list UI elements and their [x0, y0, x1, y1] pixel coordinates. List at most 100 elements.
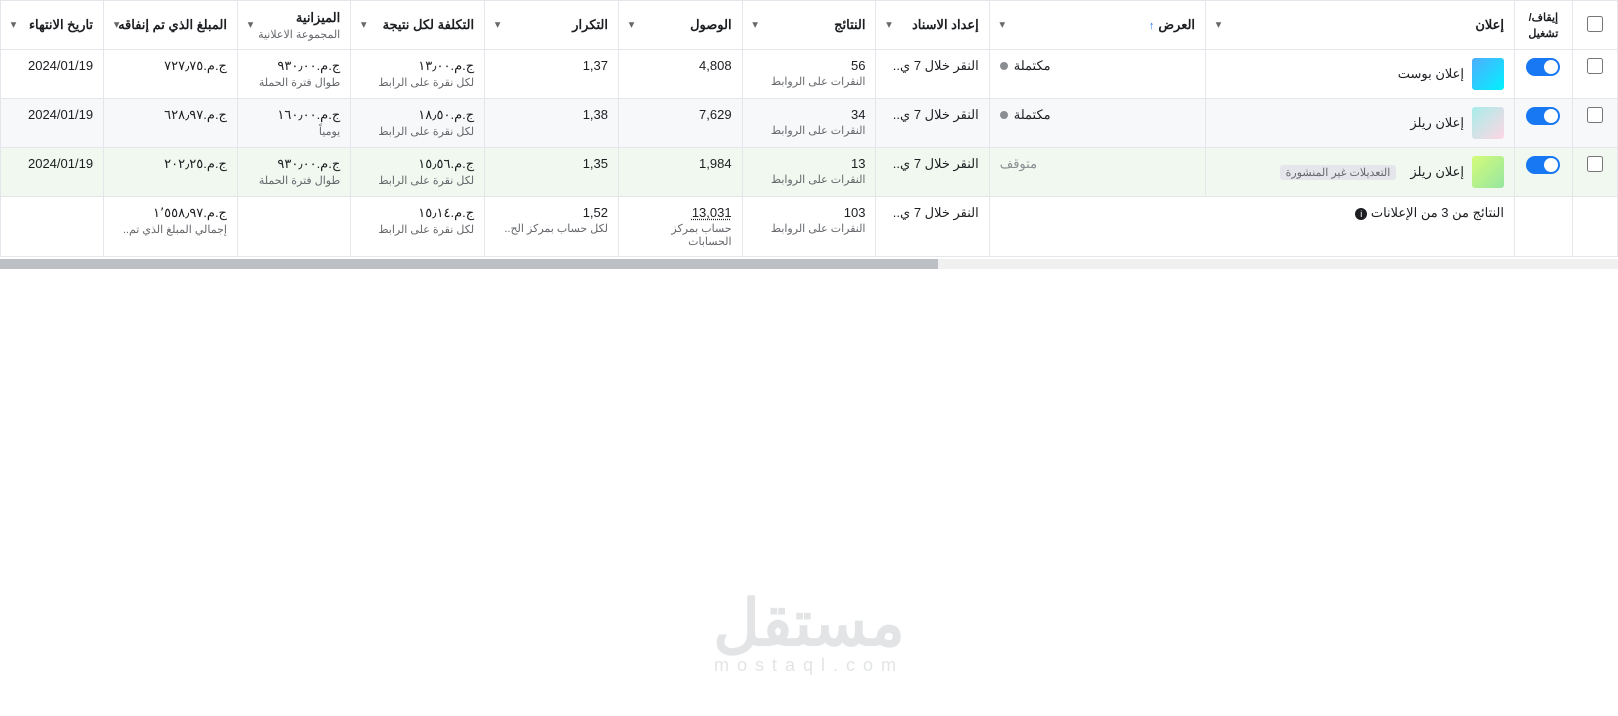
col-reach[interactable]: الوصول▾	[619, 1, 743, 50]
ad-thumbnail	[1472, 58, 1504, 90]
watermark-sub: mostaql.com	[713, 655, 905, 676]
col-delivery[interactable]: العرض↑ ▾	[989, 1, 1205, 50]
summary-spent-sub: إجمالي المبلغ الذي تم..	[114, 223, 227, 236]
cost-sub: لكل نقرة على الرابط	[361, 174, 474, 187]
summary-reach-sub: حساب بمركز الحسابات	[629, 222, 732, 248]
col-delivery-label: العرض	[1158, 17, 1195, 32]
spent-value: ج.م.‏٢٠٢٫٢٥	[164, 156, 227, 171]
summary-results-sub: النقرات على الروابط	[753, 222, 866, 235]
table-row[interactable]: إعلان ريلز التعديلات غير المنشورة متوقف ا…	[1, 148, 1618, 197]
budget-value: ج.م.‏٩٣٠٫٠٠	[277, 156, 340, 171]
col-ad[interactable]: إعلان▾	[1206, 1, 1515, 50]
frequency-value: 1,37	[583, 58, 608, 73]
spent-value: ج.م.‏٦٢٨٫٩٧	[164, 107, 227, 122]
scrollbar-thumb[interactable]	[0, 259, 938, 269]
delivery-status: مكتملة	[1014, 58, 1051, 74]
ads-table: إيقاف/ تشغيل إعلان▾ العرض↑▾ إعداد الاسنا…	[0, 0, 1618, 257]
col-toggle-label: إيقاف/ تشغيل	[1528, 12, 1558, 40]
end-date-value: 2024/01/19	[28, 58, 93, 73]
summary-cost: ج.م.‏١٥٫١٤	[418, 205, 474, 220]
results-value: 34	[851, 107, 865, 122]
toggle-switch[interactable]	[1526, 107, 1560, 125]
reach-value: 4,808	[699, 58, 732, 73]
unpublished-badge: التعديلات غير المنشورة	[1280, 165, 1397, 180]
col-toggle[interactable]: إيقاف/ تشغيل	[1515, 1, 1573, 50]
summary-row: النتائج من 3 من الإعلانات i النقر خلال 7…	[1, 197, 1618, 257]
watermark-main: مستقل	[713, 586, 905, 661]
sort-arrow-icon: ↑	[1149, 20, 1155, 32]
results-sub: النقرات على الروابط	[753, 124, 866, 137]
summary-attribution: النقر خلال 7 ي..	[893, 205, 979, 220]
col-results-label: النتائج	[834, 17, 865, 32]
col-spent[interactable]: المبلغ الذي تم إنفاقه▾	[104, 1, 238, 50]
chevron-down-icon: ▾	[495, 20, 500, 31]
budget-sub: طوال فترة الحملة	[248, 76, 340, 89]
status-dot-icon	[1000, 111, 1008, 119]
col-ad-label: إعلان	[1475, 17, 1504, 32]
summary-cost-sub: لكل نقرة على الرابط	[361, 223, 474, 236]
ad-thumbnail	[1472, 107, 1504, 139]
cost-sub: لكل نقرة على الرابط	[361, 125, 474, 138]
ad-thumbnail	[1472, 156, 1504, 188]
col-results[interactable]: النتائج ▾	[742, 1, 876, 50]
chevron-down-icon: ▾	[11, 20, 16, 31]
watermark: مستقل mostaql.com	[713, 586, 905, 676]
summary-spent: ج.م.‏١٬٥٥٨٫٩٧	[153, 205, 227, 220]
frequency-value: 1,38	[583, 107, 608, 122]
results-value: 13	[851, 156, 865, 171]
col-budget[interactable]: الميزانية المجموعة الاعلانية▾	[237, 1, 350, 50]
budget-value: ج.م.‏١٦٠٫٠٠	[277, 107, 340, 122]
budget-sub: طوال فترة الحملة	[248, 174, 340, 187]
attribution-value: النقر خلال 7 ي..	[893, 156, 979, 171]
info-icon[interactable]: i	[1355, 208, 1367, 220]
summary-reach: 13,031	[692, 205, 732, 220]
delivery-status: متوقف	[1000, 156, 1037, 172]
delivery-status: مكتملة	[1014, 107, 1051, 123]
ad-name[interactable]: إعلان بوست	[1398, 66, 1464, 82]
row-checkbox[interactable]	[1587, 58, 1603, 74]
col-end-date-label: تاريخ الانتهاء	[29, 17, 93, 32]
chevron-down-icon: ▾	[1000, 20, 1005, 31]
horizontal-scrollbar[interactable]	[0, 259, 1618, 269]
select-all-checkbox[interactable]	[1587, 16, 1603, 32]
chevron-down-icon: ▾	[114, 20, 119, 31]
reach-value: 1,984	[699, 156, 732, 171]
col-budget-label: الميزانية	[296, 10, 340, 25]
chevron-down-icon: ▾	[361, 20, 366, 31]
col-select[interactable]	[1572, 1, 1617, 50]
end-date-value: 2024/01/19	[28, 156, 93, 171]
results-sub: النقرات على الروابط	[753, 173, 866, 186]
cost-value: ج.م.‏١٨٫٥٠	[418, 107, 474, 122]
summary-results: 103	[844, 205, 866, 220]
chevron-down-icon: ▾	[886, 20, 891, 31]
toggle-switch[interactable]	[1526, 156, 1560, 174]
toggle-switch[interactable]	[1526, 58, 1560, 76]
col-cost[interactable]: التكلفة لكل نتيجة ▾	[351, 1, 485, 50]
col-end-date[interactable]: تاريخ الانتهاء ▾	[1, 1, 104, 50]
col-budget-sub: المجموعة الاعلانية	[248, 28, 340, 41]
cost-value: ج.م.‏١٥٫٥٦	[418, 156, 474, 171]
ad-name[interactable]: إعلان ريلز	[1410, 164, 1464, 180]
summary-label: النتائج من 3 من الإعلانات	[1371, 205, 1504, 220]
status-dot-icon	[1000, 62, 1008, 70]
col-attribution[interactable]: إعداد الاسناد▾	[876, 1, 989, 50]
table-row[interactable]: إعلان ريلز مكتملة النقر خلال 7 ي.. 34الن…	[1, 99, 1618, 148]
ad-name[interactable]: إعلان ريلز	[1410, 115, 1464, 131]
row-checkbox[interactable]	[1587, 156, 1603, 172]
chevron-down-icon: ▾	[753, 20, 758, 31]
col-frequency-label: التكرار	[572, 17, 608, 32]
row-checkbox[interactable]	[1587, 107, 1603, 123]
col-frequency[interactable]: التكرار ▾	[485, 1, 619, 50]
ads-table-container: إيقاف/ تشغيل إعلان▾ العرض↑▾ إعداد الاسنا…	[0, 0, 1618, 269]
end-date-value: 2024/01/19	[28, 107, 93, 122]
cost-value: ج.م.‏١٣٫٠٠	[418, 58, 474, 73]
table-row[interactable]: إعلان بوست مكتملة النقر خلال 7 ي.. 56الن…	[1, 50, 1618, 99]
budget-sub: يومياً	[248, 125, 340, 138]
summary-frequency: 1,52	[583, 205, 608, 220]
chevron-down-icon: ▾	[248, 20, 253, 31]
spent-value: ج.م.‏٧٢٧٫٧٥	[164, 58, 227, 73]
col-spent-label: المبلغ الذي تم إنفاقه	[118, 17, 227, 32]
col-cost-label: التكلفة لكل نتيجة	[383, 17, 475, 32]
frequency-value: 1,35	[583, 156, 608, 171]
col-reach-label: الوصول	[690, 17, 732, 32]
